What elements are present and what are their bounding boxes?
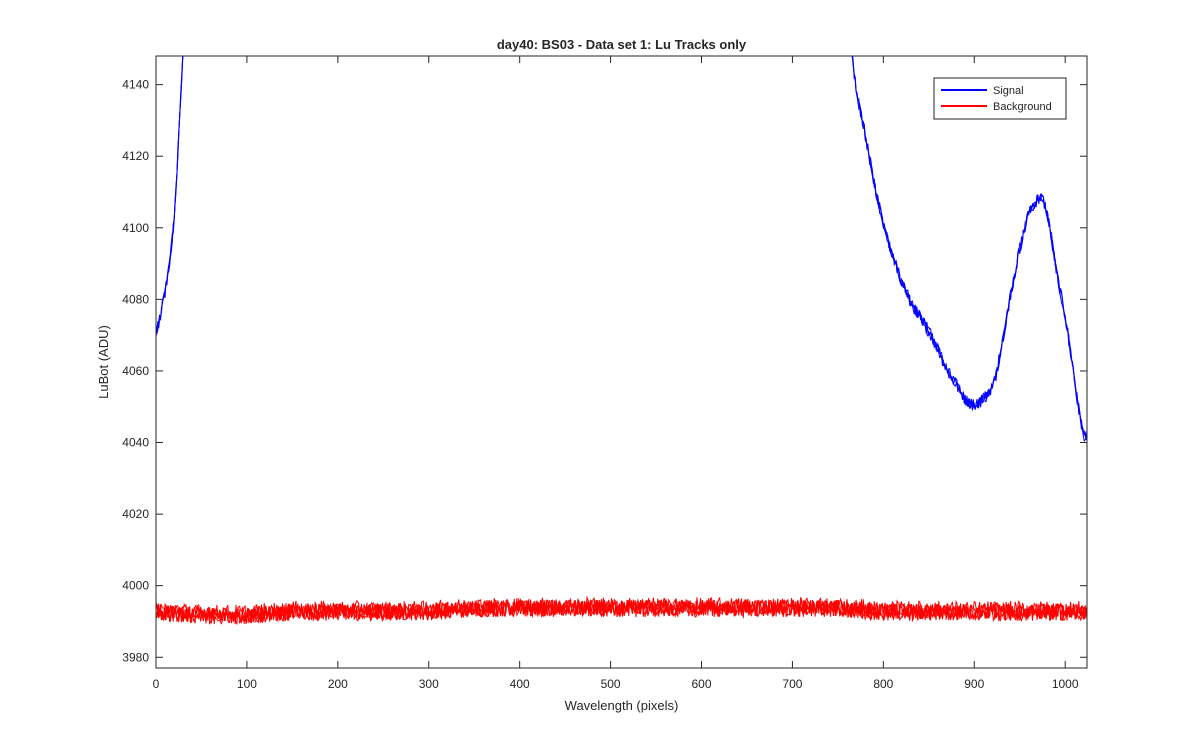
series-layer [156,56,1087,626]
x-axis: 0 100 200 300 400 500 600 700 800 900 1000 [153,56,1079,691]
series-line-signal [852,56,1087,442]
x-axis-label: Wavelength (pixels) [565,698,679,713]
y-tick-label: 3980 [122,650,149,664]
y-tick-label: 4080 [122,292,149,306]
legend-box [933,77,1067,120]
legend-label-signal: Signal [993,85,1024,97]
x-tick-label: 100 [237,677,257,691]
x-tick-label: 0 [153,677,160,691]
x-tick-label: 900 [964,677,984,691]
series-line-signal [156,56,184,330]
plot-frame [155,55,1088,669]
y-axis: 3980 4000 4020 4040 4060 4080 4100 4120 4140 [122,78,1087,664]
chart-title: day40: BS03 - Data set 1: Lu Tracks only [497,37,747,52]
y-tick-label: 4060 [122,364,149,378]
plot-area [156,56,1087,668]
x-tick-label: 1000 [1052,677,1079,691]
y-tick-label: 4120 [122,149,149,163]
y-tick-label: 4040 [122,436,149,450]
x-tick-label: 800 [873,677,893,691]
series-line-background [156,595,1087,622]
y-tick-label: 4140 [122,78,149,92]
legend: Signal Background [933,77,1067,120]
y-tick-label: 4020 [122,507,149,521]
x-tick-label: 200 [328,677,348,691]
x-tick-label: 600 [691,677,711,691]
x-tick-label: 400 [510,677,530,691]
x-tick-label: 700 [782,677,802,691]
x-tick-label: 500 [601,677,621,691]
legend-label-background: Background [993,101,1052,113]
x-tick-label: 300 [419,677,439,691]
y-axis-label: LuBot (ADU) [96,325,111,399]
y-tick-label: 4100 [122,221,149,235]
y-tick-label: 4000 [122,579,149,593]
